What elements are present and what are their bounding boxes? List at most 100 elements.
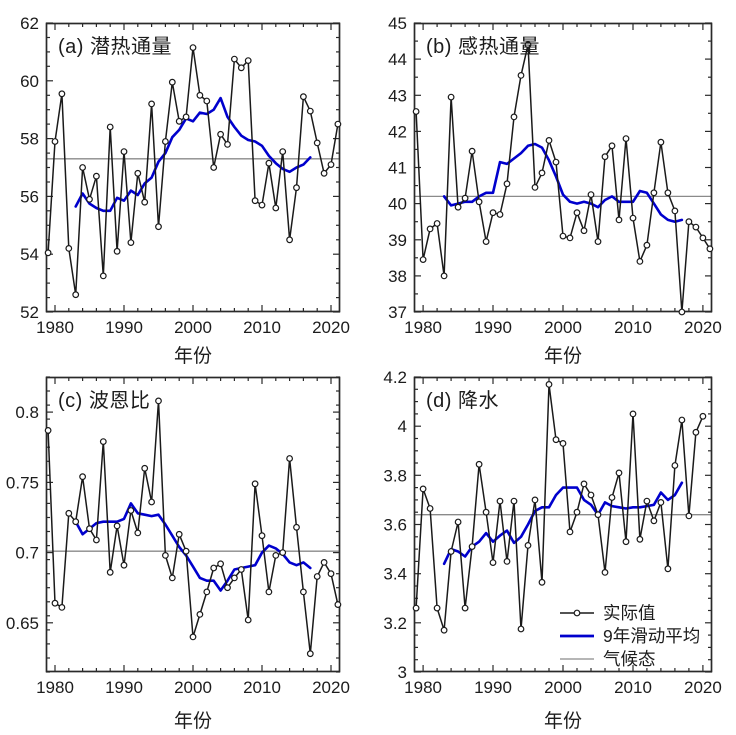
y-tick-label: 58: [20, 130, 39, 149]
x-tick-label: 1990: [474, 678, 512, 697]
data-point: [106, 568, 114, 576]
data-point: [580, 227, 588, 235]
y-tick-label: 3.8: [383, 466, 407, 485]
data-point: [447, 548, 455, 555]
data-point: [671, 207, 679, 215]
data-point: [594, 511, 602, 519]
data-point: [454, 518, 462, 526]
x-tick-label: 2020: [312, 318, 350, 337]
moving-avg-line-b: [442, 142, 684, 223]
data-point: [643, 241, 651, 249]
data-point: [636, 535, 644, 543]
data-point: [503, 557, 511, 565]
data-point: [566, 528, 574, 536]
data-point: [685, 218, 693, 226]
data-point: [65, 509, 73, 517]
data-point: [334, 120, 342, 128]
data-point: [251, 197, 259, 205]
data-point: [258, 532, 266, 540]
data-point: [127, 239, 135, 247]
data-point: [664, 565, 672, 573]
actual-markers-a: [44, 44, 342, 299]
data-point: [615, 469, 623, 477]
data-point: [203, 588, 211, 596]
data-point: [517, 625, 525, 633]
data-point: [566, 234, 574, 242]
data-point: [657, 498, 665, 506]
axis-frame-b: [413, 22, 713, 313]
x-tick-label: 2010: [243, 318, 281, 337]
y-tick-label: 44: [388, 50, 407, 69]
actual-markers-c: [44, 397, 342, 658]
data-point: [573, 508, 581, 516]
data-point: [155, 223, 162, 231]
data-point: [517, 71, 525, 79]
data-point: [161, 551, 169, 559]
data-point: [237, 64, 245, 72]
data-point: [72, 518, 80, 526]
data-point: [182, 547, 190, 555]
data-point: [461, 194, 469, 202]
data-point: [615, 216, 623, 224]
data-point: [224, 584, 231, 592]
data-point: [72, 291, 80, 299]
axis-ticks-d: [414, 376, 712, 673]
legend-label: 气候态: [603, 649, 656, 669]
data-point: [412, 108, 420, 115]
actual-line-b: [415, 43, 711, 313]
data-point: [79, 164, 86, 171]
y-tick-label: 4: [398, 417, 407, 436]
y-tick-label: 0.8: [15, 403, 39, 422]
data-point: [489, 559, 497, 567]
data-point: [327, 161, 335, 169]
data-point: [148, 498, 156, 506]
y-tick-label: 41: [388, 159, 407, 178]
data-point: [419, 485, 427, 493]
data-point: [92, 536, 100, 544]
data-point: [127, 507, 135, 514]
data-point: [320, 558, 328, 566]
y-tick-label: 0.65: [6, 614, 39, 633]
panel-a-chart: 1980 1990 2000 2010 2020 52 54 56 58 60 62: [20, 14, 350, 337]
moving-avg-line-d: [442, 481, 684, 566]
actual-line-d: [415, 383, 704, 631]
data-point: [286, 455, 294, 462]
data-point: [433, 604, 441, 612]
data-point: [300, 588, 307, 596]
data-point: [300, 93, 307, 101]
data-point: [608, 494, 616, 501]
data-point: [272, 204, 280, 212]
panel-a-title: (a) 潜热通量: [58, 36, 172, 58]
data-point: [594, 238, 602, 246]
x-tick-label: 1980: [404, 318, 442, 337]
data-point: [44, 249, 52, 257]
data-point: [496, 211, 504, 218]
data-point: [678, 416, 686, 424]
data-point: [286, 236, 294, 244]
data-point: [440, 626, 448, 634]
data-point: [148, 100, 156, 108]
data-point: [468, 147, 476, 155]
data-point: [334, 601, 342, 609]
x-tick-label: 1990: [105, 678, 143, 697]
data-point: [461, 604, 469, 612]
data-point: [636, 258, 644, 265]
data-point: [482, 238, 490, 246]
y-tick-label: 40: [388, 195, 407, 214]
data-point: [134, 529, 142, 537]
axis-ticks-b: [414, 22, 712, 313]
data-point: [217, 560, 225, 568]
data-point: [120, 561, 128, 569]
data-point: [141, 198, 149, 206]
y-tick-label: 0.75: [6, 473, 39, 492]
x-tick-label: 2020: [684, 678, 722, 697]
actual-line-a: [47, 46, 339, 296]
y-tick-label: 38: [388, 267, 407, 286]
data-point: [573, 209, 581, 217]
data-point: [608, 142, 616, 150]
data-point: [538, 169, 546, 177]
panel-d-chart: 1980 1990 2000 2010 2020 3 3.2 3.4 3.6 3.8 4 4.2 实际值…: [383, 368, 722, 697]
data-point: [44, 427, 52, 434]
y-tick-label: 45: [388, 14, 407, 33]
